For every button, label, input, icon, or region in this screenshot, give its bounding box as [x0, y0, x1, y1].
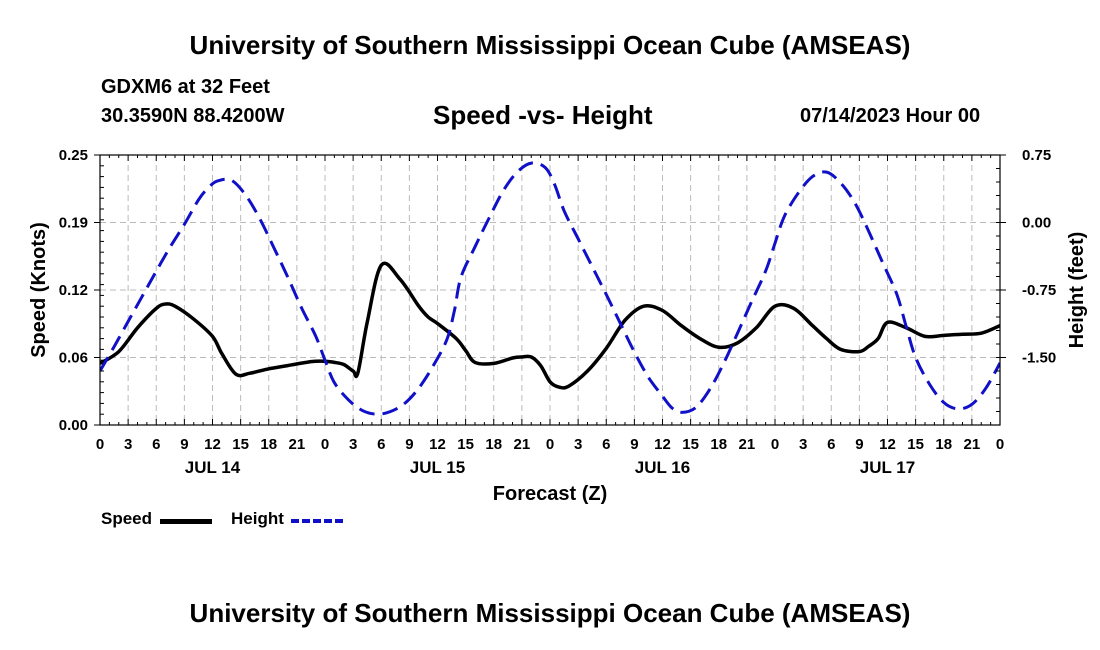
- x-tick-label: 9: [855, 436, 863, 453]
- day-label: JUL 16: [635, 458, 690, 477]
- y2-axis-label: Height (feet): [1066, 232, 1088, 349]
- x-tick-label: 12: [204, 436, 221, 453]
- x-tick-label: 3: [799, 436, 807, 453]
- x-tick-label: 0: [96, 436, 104, 453]
- x-tick-label: 0: [771, 436, 779, 453]
- x-tick-label: 6: [602, 436, 610, 453]
- x-tick-label: 12: [429, 436, 446, 453]
- x-tick-label: 21: [964, 436, 981, 453]
- forecast-date: 07/14/2023 Hour 00: [800, 105, 981, 127]
- day-label: JUL 15: [410, 458, 465, 477]
- x-tick-label: 0: [996, 436, 1004, 453]
- x-tick-label: 9: [630, 436, 638, 453]
- y-tick-label: 0.25: [59, 147, 88, 164]
- legend-speed-label: Speed: [101, 509, 153, 528]
- x-tick-label: 9: [405, 436, 413, 453]
- legend-speed-swatch: [160, 519, 212, 524]
- x-tick-label: 18: [485, 436, 502, 453]
- y2-tick-label: -1.50: [1022, 350, 1056, 367]
- y2-tick-label: -0.75: [1022, 282, 1056, 299]
- x-tick-label: 9: [180, 436, 188, 453]
- legend-height-swatch: [291, 519, 343, 523]
- x-tick-label: 18: [260, 436, 277, 453]
- day-label: JUL 17: [860, 458, 915, 477]
- x-tick-label: 21: [514, 436, 531, 453]
- x-axis-label: Forecast (Z): [493, 483, 607, 505]
- y2-tick-label: 0.00: [1022, 215, 1051, 232]
- x-tick-label: 12: [654, 436, 671, 453]
- x-tick-label: 21: [289, 436, 306, 453]
- legend-height-label: Height: [231, 509, 284, 528]
- series-layer: [100, 161, 1000, 416]
- x-tick-label: 6: [152, 436, 160, 453]
- x-tick-label: 3: [124, 436, 132, 453]
- x-tick-label: 6: [377, 436, 385, 453]
- x-tick-label: 15: [907, 436, 924, 453]
- station-label: GDXM6 at 32 Feet: [101, 76, 270, 98]
- speed-series-line: [100, 261, 1000, 390]
- y2-tick-label: 0.75: [1022, 147, 1051, 164]
- day-label: JUL 14: [185, 458, 241, 477]
- y-tick-label: 0.06: [59, 350, 88, 367]
- grid: [100, 154, 1000, 425]
- x-tick-label: 0: [546, 436, 554, 453]
- footer-title: University of Southern Mississippi Ocean…: [189, 598, 911, 628]
- height-series-line: [100, 161, 1000, 416]
- x-tick-label: 18: [710, 436, 727, 453]
- y-tick-label: 0.12: [59, 282, 88, 299]
- chart-title: Speed -vs- Height: [433, 100, 653, 130]
- x-tick-label: 3: [574, 436, 582, 453]
- x-tick-label: 15: [682, 436, 699, 453]
- y-tick-label: 0.00: [59, 417, 88, 434]
- x-tick-label: 15: [457, 436, 474, 453]
- x-tick-label: 18: [935, 436, 952, 453]
- axes: 0 3 6 9 12 15 18 21 0 3 6 9 12 15 18 21 0 3 6 9 12 15 18 21 0 3 6 9…: [59, 147, 1056, 477]
- x-tick-label: 21: [739, 436, 756, 453]
- y-tick-label: 0.19: [59, 215, 88, 232]
- x-tick-label: 6: [827, 436, 835, 453]
- x-tick-label: 12: [879, 436, 896, 453]
- coordinates-label: 30.3590N 88.4200W: [101, 105, 285, 127]
- x-tick-label: 3: [349, 436, 357, 453]
- y-axis-label: Speed (Knots): [28, 222, 50, 358]
- page-title: University of Southern Mississippi Ocean…: [189, 30, 911, 60]
- x-tick-label: 0: [321, 436, 329, 453]
- x-tick-label: 15: [232, 436, 249, 453]
